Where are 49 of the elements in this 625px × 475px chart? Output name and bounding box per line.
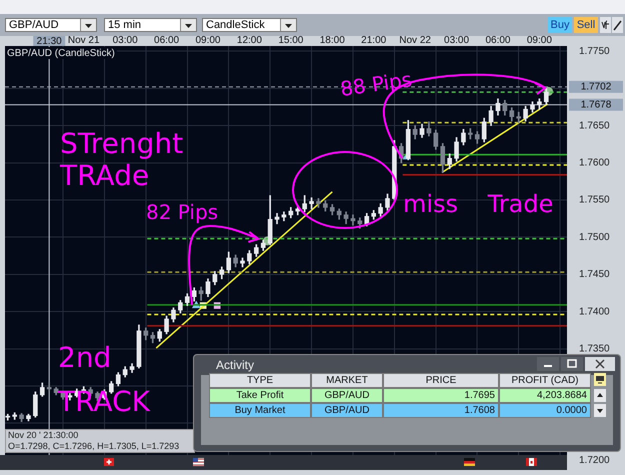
y-tick-label: 1.7400 xyxy=(579,306,610,318)
chart-title: GBP/AUD (CandleStick) xyxy=(7,48,115,59)
annotation: GBP/AUD xyxy=(311,403,383,418)
text: 15 min xyxy=(104,18,197,32)
annotation: 2nd TRACK xyxy=(58,340,152,420)
annotation: PRICE xyxy=(383,373,499,388)
ref-line-label: 1.7702 xyxy=(580,82,612,93)
annotation: 1.7608 xyxy=(383,403,499,418)
y-tick-label: 1.7600 xyxy=(579,158,610,169)
text: CandleStick xyxy=(202,18,297,32)
x-tick-label: 18:00 xyxy=(320,34,346,46)
x-tick-label: 12:00 xyxy=(236,34,262,46)
y-tick-label: 1.7650 xyxy=(579,120,610,132)
text: Buy xyxy=(548,17,572,33)
y-tick-label: 1.7550 xyxy=(579,194,610,206)
annotation: MARKET xyxy=(311,373,383,388)
annotation: Activity xyxy=(216,358,254,372)
annotation: Nov 20 ' 21:30:00 xyxy=(8,430,80,441)
x-tick-label: Nov 22 xyxy=(399,34,432,46)
x-tick-label: 15:00 xyxy=(278,34,304,46)
x-tick-label: Nov 21 xyxy=(68,34,100,46)
annotation: miss Trade xyxy=(403,190,554,218)
x-tick-label: 09:00 xyxy=(195,34,221,46)
x-tick-label: 21:00 xyxy=(361,34,387,46)
annotation: O=1.7298, C=1.7296, H=1.7305, L=1.7293 xyxy=(8,441,180,452)
ref-line-label: 1.7678 xyxy=(580,100,612,111)
x-tick-label: 09:00 xyxy=(526,34,552,46)
ref-line-label: 21:30 xyxy=(36,36,62,47)
y-tick-label: 1.7750 xyxy=(579,46,610,57)
y-tick-label: 1.7500 xyxy=(579,232,610,243)
annotation: 0.0000 xyxy=(499,403,591,418)
annotation: 82 Pips xyxy=(146,200,218,224)
annotation: Take Profit xyxy=(209,388,311,403)
annotation: 1.7695 xyxy=(383,388,499,403)
annotation: Buy Market xyxy=(209,403,311,418)
y-tick-label: 1.7200 xyxy=(579,455,610,466)
x-tick-label: 06:00 xyxy=(485,34,511,46)
x-tick-label: 06:00 xyxy=(154,34,180,46)
annotation: GBP/AUD xyxy=(311,388,383,403)
x-tick-label: 03:00 xyxy=(112,34,138,46)
annotation: STrenght TRAde xyxy=(60,127,184,192)
annotation: TYPE xyxy=(209,373,311,388)
y-tick-label: 1.7450 xyxy=(579,269,610,280)
y-tick-label: 1.7350 xyxy=(579,344,610,354)
annotation: PROFIT (CAD) xyxy=(499,373,591,388)
text: GBP/AUD xyxy=(5,18,97,32)
annotation: 4,203.8684 xyxy=(499,388,591,403)
text: Sell xyxy=(574,17,598,33)
x-tick-label: 03:00 xyxy=(444,34,470,46)
